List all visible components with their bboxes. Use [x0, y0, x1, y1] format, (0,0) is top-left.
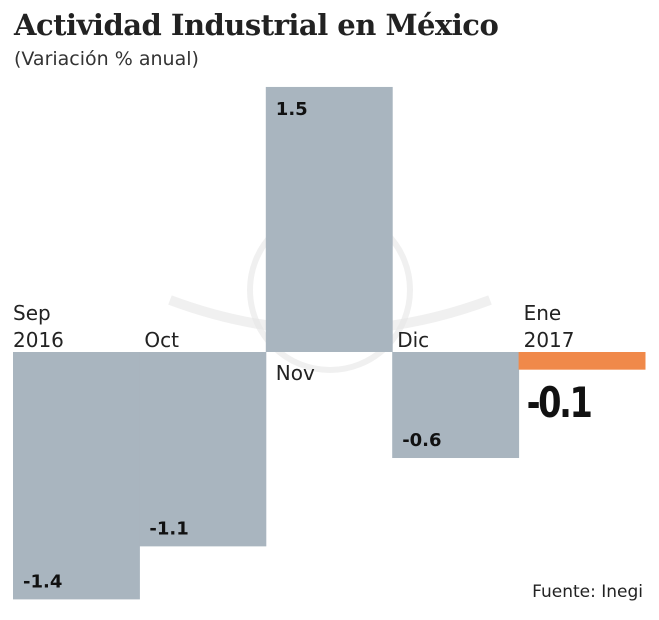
bar-0 — [13, 352, 140, 600]
bar-2 — [265, 86, 393, 352]
value-label: -1.1 — [149, 518, 188, 539]
chart-title: Actividad Industrial en México — [14, 8, 499, 42]
chart-subtitle: (Variación % anual) — [14, 48, 199, 70]
category-label: Dic — [397, 328, 429, 352]
bar-1 — [139, 352, 267, 547]
value-label: -1.4 — [23, 571, 62, 592]
value-label: -0.6 — [402, 430, 441, 451]
category-label: Oct — [144, 328, 179, 352]
bar-4 — [518, 352, 646, 370]
value-label: 1.5 — [276, 99, 308, 120]
value-label: -0.1 — [527, 378, 591, 427]
category-label: Ene 2017 — [524, 301, 575, 352]
category-label: Sep 2016 — [13, 301, 64, 352]
bar-3 — [392, 352, 520, 459]
category-label: Nov — [276, 361, 315, 385]
source-note: Fuente: Inegi — [532, 582, 643, 602]
